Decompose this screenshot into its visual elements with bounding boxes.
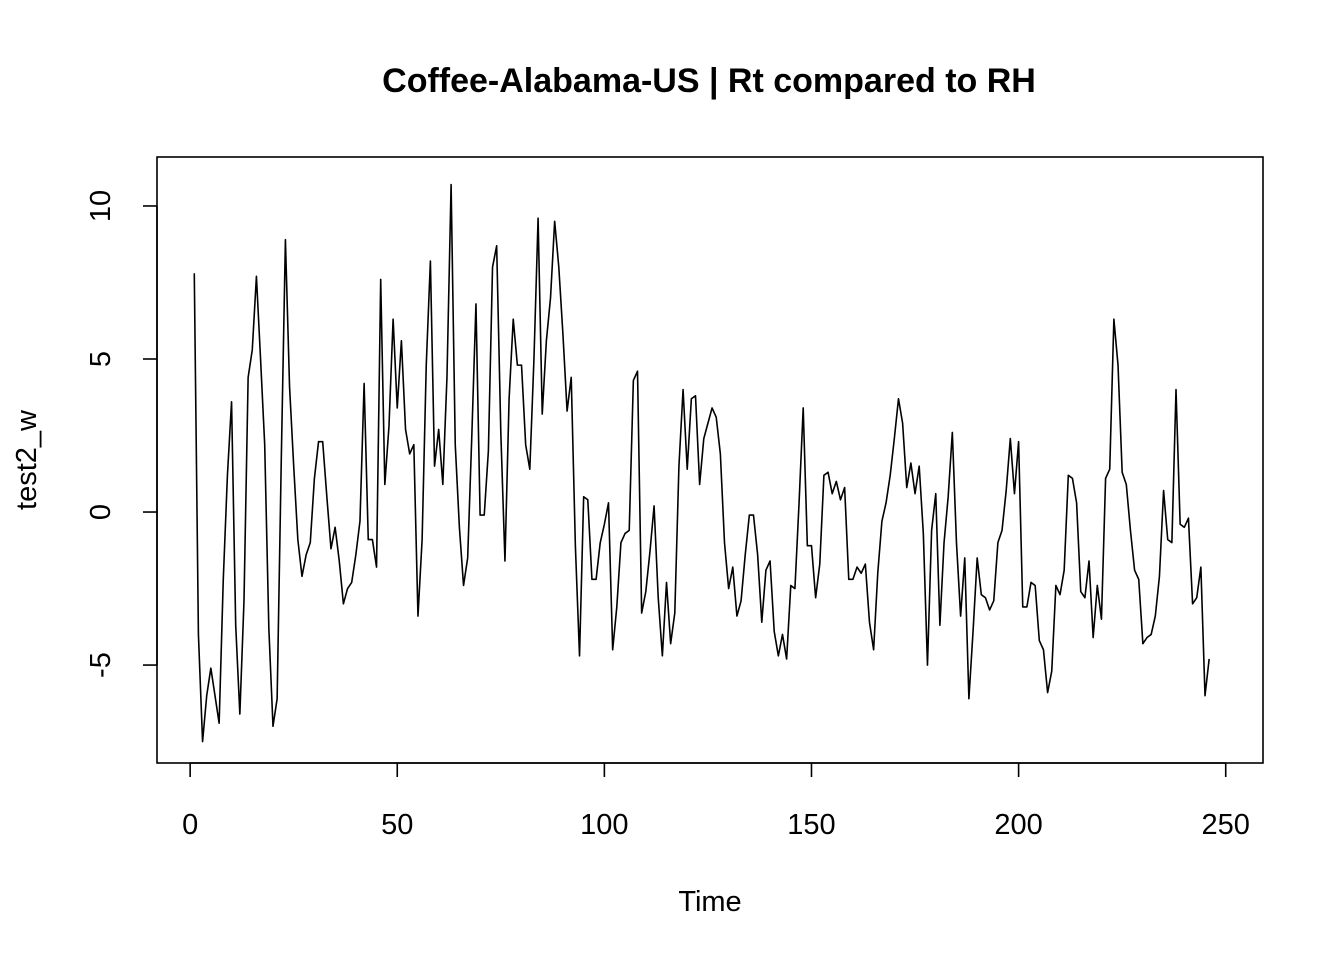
y-axis-label: test2_w — [11, 409, 43, 510]
plot-frame — [156, 156, 1264, 764]
y-axis: -5 0 5 10 — [85, 190, 158, 678]
chart-title: Coffee-Alabama-US | Rt compared to RH — [382, 62, 1036, 100]
series-line — [193, 183, 1210, 743]
y-tick-label: 5 — [85, 351, 117, 367]
x-tick-label: 50 — [381, 809, 413, 841]
x-axis-label: Time — [678, 886, 741, 918]
x-tick-label: 200 — [994, 809, 1042, 841]
x-tick-label: 100 — [580, 809, 628, 841]
x-tick-label: 250 — [1202, 809, 1250, 841]
y-tick-label: 0 — [85, 504, 117, 520]
x-axis: 0 50 100 150 200 250 — [182, 762, 1250, 841]
x-tick-label: 0 — [182, 809, 198, 841]
x-tick-label: 150 — [787, 809, 835, 841]
y-tick-label: 10 — [85, 190, 117, 222]
y-tick-label: -5 — [85, 652, 117, 678]
